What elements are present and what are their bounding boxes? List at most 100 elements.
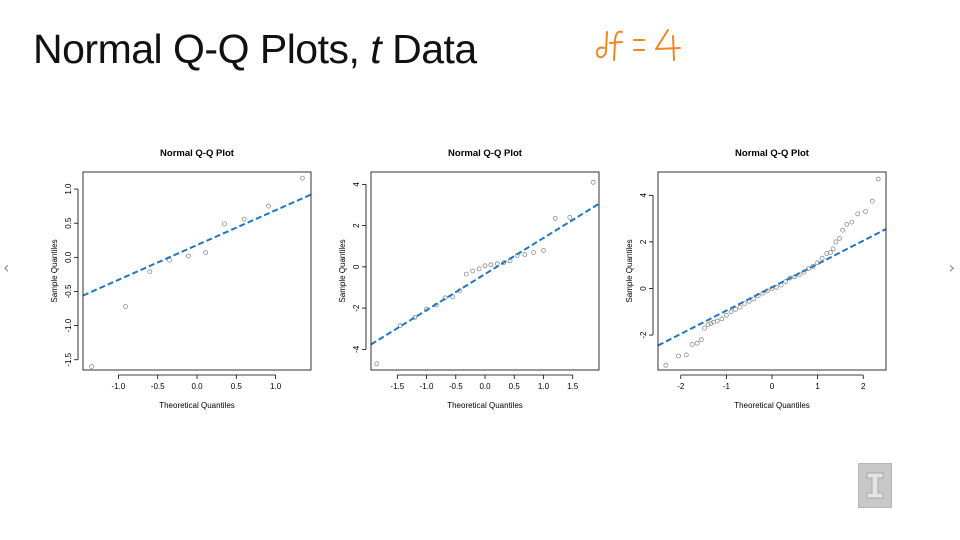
data-point	[830, 246, 836, 252]
x-tick-label: 1.0	[270, 382, 282, 391]
x-axis-label: Theoretical Quantiles	[159, 401, 235, 410]
reference-line	[658, 228, 886, 347]
y-tick-label: 0	[352, 264, 361, 269]
data-point	[89, 364, 94, 370]
y-tick-label: -1.0	[64, 318, 73, 332]
y-tick-label: -2	[352, 304, 361, 312]
data-point	[774, 284, 780, 290]
x-tick-label: 0	[770, 382, 775, 391]
data-point	[683, 352, 689, 358]
data-point	[840, 227, 846, 233]
data-point	[702, 325, 707, 331]
slide-title-end: Data	[381, 26, 477, 72]
data-point	[203, 250, 209, 255]
data-point	[875, 176, 881, 182]
data-point	[714, 318, 720, 324]
y-tick-label: 1.0	[64, 183, 73, 195]
y-axis-label: Sample Quantiles	[625, 239, 634, 302]
reference-line	[83, 193, 311, 297]
data-point	[123, 304, 128, 309]
qq-plot-3-svg: Normal Q-Q Plot -2 -1 0 1 2 -2 0 2 4 Theoretical Q…	[625, 148, 887, 410]
qq-plot-3: Normal Q-Q Plot -2 -1 0 1 2 -2 0 2 4 Theoretical Q…	[620, 140, 900, 420]
data-point	[869, 198, 875, 204]
data-point	[590, 179, 596, 185]
data-point	[552, 216, 558, 221]
x-tick-label: 1	[815, 382, 820, 391]
x-axis-label: Theoretical Quantiles	[447, 401, 523, 410]
data-point	[488, 262, 494, 268]
chevron-right-icon[interactable]: ›	[948, 258, 955, 277]
data-point	[783, 279, 789, 284]
plot-title: Normal Q-Q Plot	[735, 148, 810, 159]
data-point	[819, 255, 825, 261]
y-tick-label: 4	[639, 193, 648, 198]
data-point	[733, 306, 738, 312]
data-point	[844, 222, 850, 227]
x-tick-label: 1.0	[538, 382, 550, 391]
data-point	[705, 322, 711, 328]
data-point	[470, 268, 476, 274]
chevron-left-icon[interactable]: ‹	[3, 258, 10, 277]
data-point	[751, 296, 757, 302]
slide-title-main: Normal Q-Q Plots,	[33, 26, 371, 72]
data-point	[849, 219, 855, 225]
data-point	[299, 175, 305, 181]
data-point	[412, 314, 418, 320]
y-tick-label: 0.5	[64, 217, 73, 229]
qq-plot-2-svg: Normal Q-Q Plot -1.5 -1.0 -0.5 0.0 0.5 1.0 1.5 -…	[338, 148, 600, 410]
data-point	[708, 320, 714, 326]
data-point	[567, 215, 573, 220]
x-tick-label: -1	[723, 382, 731, 391]
x-tick-label: 1.5	[567, 382, 579, 391]
y-tick-label: 4	[352, 182, 361, 187]
plot-title: Normal Q-Q Plot	[160, 148, 235, 159]
x-tick-label: -1.0	[420, 382, 434, 391]
plot-frame	[82, 171, 312, 371]
x-tick-label: 0.5	[231, 382, 243, 391]
data-point	[724, 312, 729, 318]
x-tick-label: -1.5	[390, 382, 404, 391]
data-point	[476, 266, 482, 272]
plot-frame	[370, 171, 600, 371]
y-tick-label: -1.5	[64, 352, 73, 366]
x-axis-label: Theoretical Quantiles	[734, 401, 810, 410]
data-point	[374, 361, 380, 367]
x-tick-label: -0.5	[151, 382, 165, 391]
plot-frame	[657, 171, 887, 371]
slide-title: Normal Q-Q Plots, t Data	[33, 26, 477, 73]
y-axis-label: Sample Quantiles	[50, 239, 59, 302]
data-point	[742, 301, 747, 307]
data-point	[222, 221, 227, 227]
data-point	[147, 269, 153, 275]
handwritten-annotation	[590, 26, 690, 66]
plot-title: Normal Q-Q Plot	[448, 148, 523, 159]
y-tick-label: 0.0	[64, 251, 73, 263]
x-tick-label: -2	[677, 382, 685, 391]
data-point	[663, 362, 669, 368]
qq-plot-2: Normal Q-Q Plot -1.5 -1.0 -0.5 0.0 0.5 1.0 1.5 -…	[333, 140, 613, 420]
y-tick-label: -4	[352, 345, 361, 353]
data-point	[863, 209, 868, 214]
data-point	[482, 263, 488, 269]
x-tick-label: 0.0	[191, 382, 203, 391]
x-tick-label: -1.0	[111, 382, 125, 391]
y-tick-label: 0	[639, 286, 648, 291]
data-point	[522, 252, 528, 257]
data-point	[855, 211, 861, 217]
x-tick-label: 0.5	[509, 382, 521, 391]
data-point	[689, 341, 695, 347]
data-point	[676, 353, 681, 359]
data-point	[728, 309, 734, 315]
data-point	[185, 253, 191, 259]
qq-plot-1: Normal Q-Q Plot -1.0 -0.5 0.0 0.5 1.0 -1.5 -1.0…	[45, 140, 325, 420]
data-point	[833, 239, 839, 245]
data-point	[694, 340, 700, 346]
data-point	[463, 271, 469, 277]
data-point	[827, 250, 833, 255]
y-tick-label: 2	[352, 223, 361, 228]
data-point	[541, 248, 546, 253]
y-tick-label: 2	[639, 239, 648, 244]
x-tick-label: -0.5	[449, 382, 463, 391]
data-point	[531, 250, 536, 255]
data-point	[737, 304, 743, 310]
